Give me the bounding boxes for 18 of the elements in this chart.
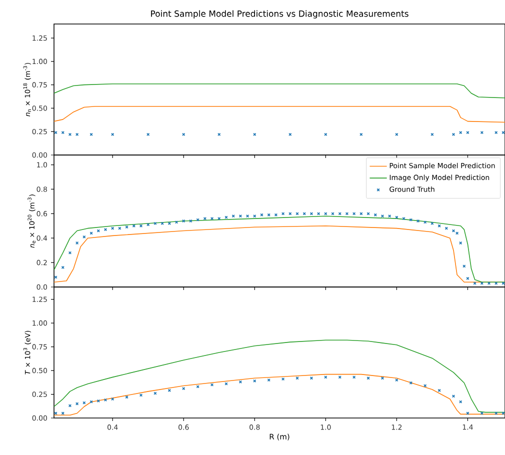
- point: [494, 412, 498, 415]
- point: [104, 398, 108, 402]
- point: [154, 392, 157, 395]
- point: [352, 376, 356, 379]
- point: [502, 412, 505, 415]
- point: [111, 397, 114, 401]
- line-series: [54, 83, 505, 98]
- point: [296, 376, 299, 380]
- point: [61, 412, 64, 415]
- point: [281, 377, 285, 381]
- point: [54, 412, 58, 415]
- line-series: [54, 106, 505, 123]
- point: [466, 412, 470, 415]
- point: [224, 382, 228, 386]
- point: [82, 401, 86, 404]
- point: [459, 400, 462, 404]
- point: [168, 388, 171, 392]
- chart-title: Point Sample Model Predictions vs Diagnostic Measurements: [151, 10, 408, 18]
